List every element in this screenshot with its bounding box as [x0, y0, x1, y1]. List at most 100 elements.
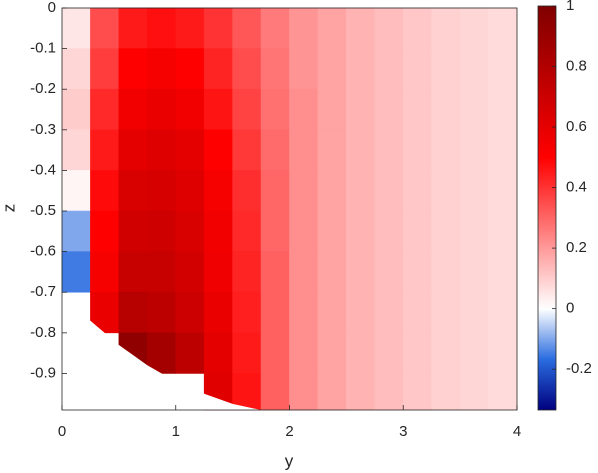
heatmap-cell — [374, 7, 404, 49]
colorbar-tick-label: -0.2 — [566, 360, 592, 377]
heatmap-cell — [459, 129, 489, 171]
heatmap-cell — [402, 291, 432, 334]
heatmap-cell — [488, 48, 518, 90]
heatmap-cell — [118, 88, 148, 131]
heatmap-cell — [61, 88, 91, 131]
heatmap-cell — [317, 88, 347, 131]
heatmap-cell — [175, 129, 205, 171]
heatmap-cell — [147, 48, 177, 90]
colorbar-tick-label: 0 — [566, 300, 574, 317]
heatmap-cell — [260, 210, 290, 252]
heatmap-cell — [431, 170, 461, 212]
heatmap-cell — [402, 170, 432, 212]
heatmap-cell — [346, 332, 376, 374]
heatmap-cell — [118, 48, 148, 90]
heatmap-cell — [232, 332, 262, 374]
heatmap-cell — [232, 88, 262, 131]
y-tick-label: -0.8 — [30, 324, 56, 341]
heatmap-cell — [61, 48, 91, 90]
heatmap-cell — [346, 7, 376, 49]
heatmap-cell — [488, 7, 518, 49]
heatmap-cell — [317, 332, 347, 374]
heatmap-cell — [488, 332, 518, 374]
heatmap-cell — [289, 7, 319, 49]
heatmap-cell — [118, 170, 148, 212]
heatmap-cell — [317, 48, 347, 90]
heatmap-cell — [232, 291, 262, 334]
heatmap-cell — [402, 129, 432, 171]
heatmap-cell — [175, 7, 205, 49]
heatmap-cell — [90, 7, 120, 49]
heatmap-cell — [346, 129, 376, 171]
heatmap-cell — [488, 210, 518, 252]
heatmap-cell — [431, 373, 461, 411]
heatmap-cell — [374, 210, 404, 252]
heatmap-field — [61, 7, 518, 411]
heatmap-cell — [459, 170, 489, 212]
heatmap-cell — [175, 332, 205, 374]
heatmap-cell — [232, 48, 262, 90]
y-tick-label: -0.9 — [30, 364, 56, 381]
heatmap-cell — [289, 88, 319, 131]
heatmap-cell — [289, 373, 319, 411]
heatmap-cell — [374, 332, 404, 374]
x-tick-label: 2 — [285, 423, 293, 440]
heatmap-cell — [374, 48, 404, 90]
heatmap-cell — [374, 373, 404, 411]
heatmap-cell — [488, 170, 518, 212]
heatmap-cell — [203, 7, 233, 49]
heatmap-cell — [346, 373, 376, 411]
heatmap-cell — [459, 88, 489, 131]
colorbar-tick-label: 0.2 — [566, 239, 587, 256]
heatmap-cell — [459, 48, 489, 90]
heatmap-cell — [61, 251, 91, 293]
heatmap-cell — [260, 48, 290, 90]
heatmap-cell — [402, 7, 432, 49]
heatmap-cell — [260, 251, 290, 293]
heatmap-cell — [289, 291, 319, 334]
heatmap-cell — [203, 48, 233, 90]
heatmap-cell — [260, 332, 290, 374]
heatmap-cell — [431, 332, 461, 374]
heatmap-cell — [317, 373, 347, 411]
heatmap-cell — [147, 210, 177, 252]
heatmap-cell — [346, 210, 376, 252]
heatmap-cell — [346, 48, 376, 90]
heatmap-cell — [488, 373, 518, 411]
x-tick-label: 1 — [172, 423, 180, 440]
heatmap-cell — [402, 332, 432, 374]
heatmap-cell — [431, 88, 461, 131]
heatmap-cell — [459, 210, 489, 252]
colorbar-tick-label: 0.6 — [566, 118, 587, 135]
heatmap-cell — [346, 251, 376, 293]
y-tick-label: -0.6 — [30, 243, 56, 260]
colorbar-tick-label: 0.4 — [566, 179, 587, 196]
heatmap-cell — [289, 129, 319, 171]
heatmap-cell — [289, 251, 319, 293]
heatmap-cell — [374, 251, 404, 293]
heatmap-cell — [459, 251, 489, 293]
y-tick-label: -0.7 — [30, 283, 56, 300]
heatmap-cell — [317, 291, 347, 334]
heatmap-cell — [317, 251, 347, 293]
heatmap-cell — [175, 291, 205, 334]
y-tick-label: -0.2 — [30, 80, 56, 97]
heatmap-cell — [147, 332, 177, 374]
heatmap-cell — [317, 129, 347, 171]
heatmap-cell — [260, 373, 290, 411]
heatmap-cell — [374, 170, 404, 212]
heatmap-cell — [431, 210, 461, 252]
heatmap-cell — [90, 251, 120, 293]
y-tick-label: 0 — [48, 0, 56, 16]
heatmap-cell — [147, 88, 177, 131]
heatmap-cell — [459, 7, 489, 49]
axes: 0 1 2 3 4 0 -0.1 -0.2 -0.3 -0.4 -0.5 -0.6 -0.7 -0.8 -0… — [30, 0, 592, 440]
heatmap-cell — [90, 129, 120, 171]
heatmap-cell — [232, 251, 262, 293]
heatmap-cell — [61, 170, 91, 212]
heatmap-cell — [431, 291, 461, 334]
y-tick-label: -0.4 — [30, 161, 56, 178]
heatmap-cell — [431, 7, 461, 49]
heatmap-cell — [289, 210, 319, 252]
